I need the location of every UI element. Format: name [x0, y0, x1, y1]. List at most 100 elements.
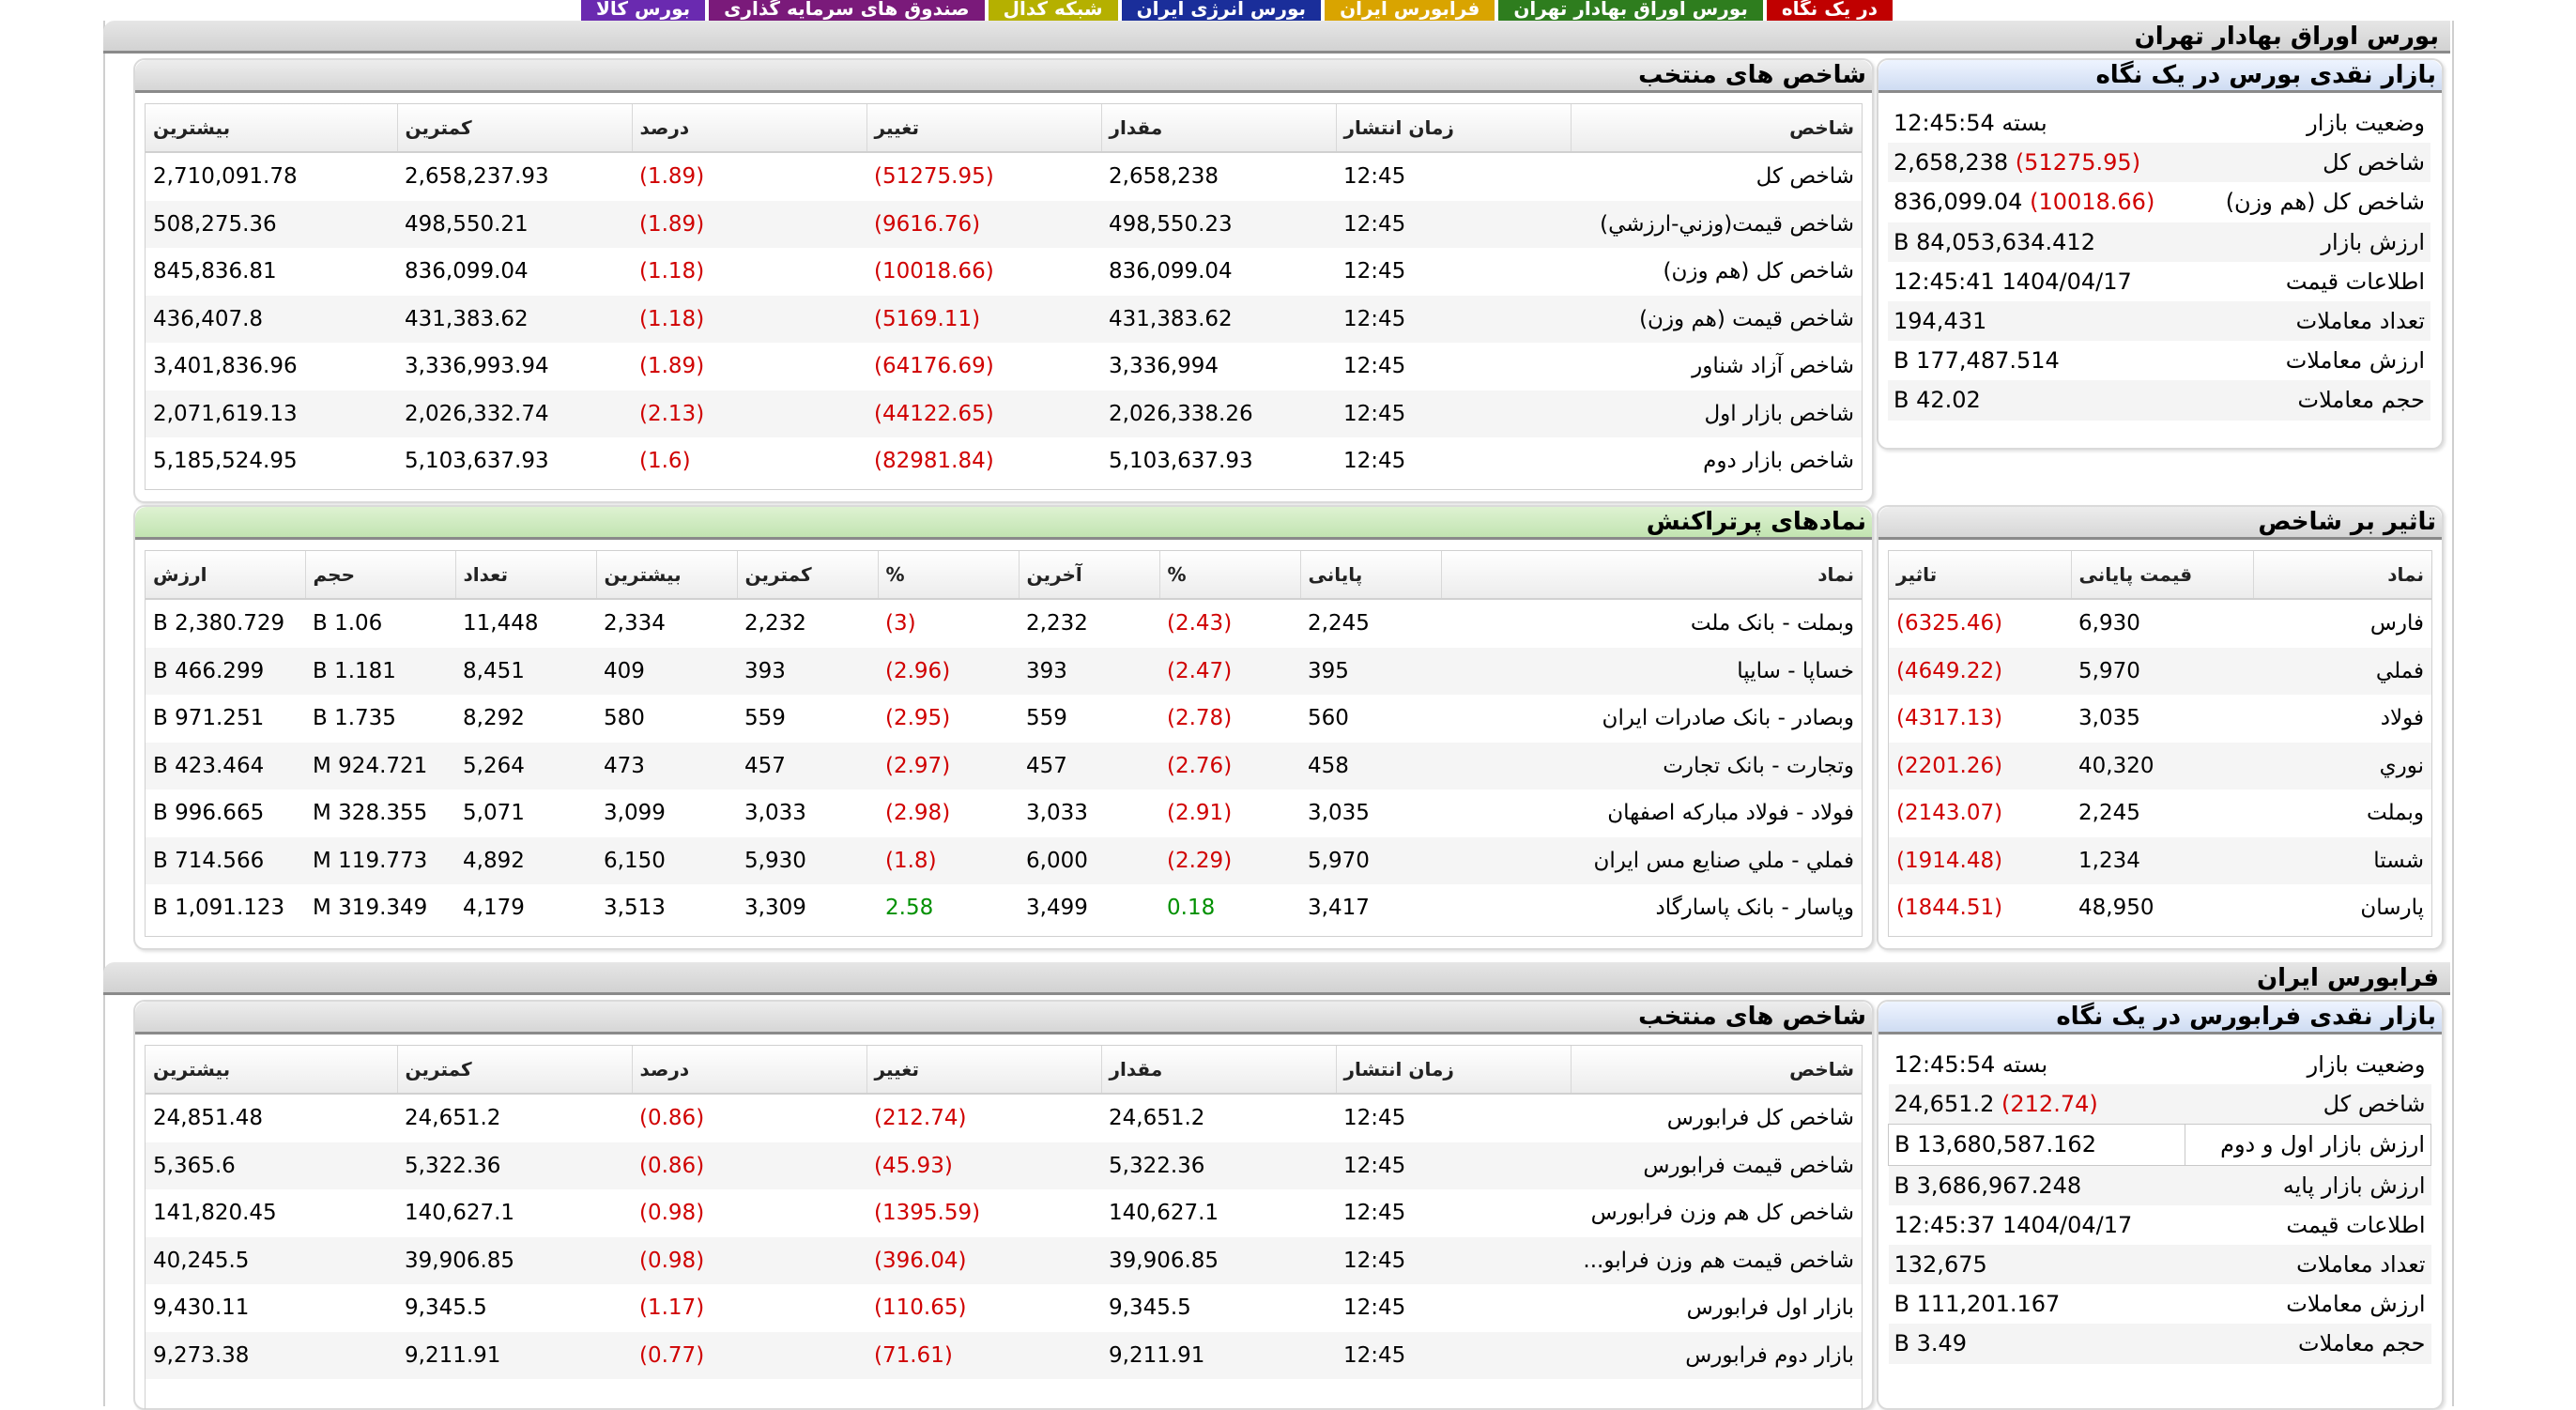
- row-name[interactable]: شاخص کل: [1756, 164, 1854, 190]
- column-header[interactable]: زمان انتشار: [1335, 104, 1571, 153]
- row-name[interactable]: وبملت - بانک ملت: [1690, 611, 1854, 636]
- table-row[interactable]: فولاد - فولاد مبارکه اصفهان 3,035 (2.91) 3,…: [146, 789, 1862, 837]
- column-header[interactable]: %: [1158, 551, 1300, 600]
- row-name[interactable]: شاخص کل هم وزن فرابورس: [1590, 1201, 1854, 1226]
- table-row[interactable]: بازار دوم فرابورس 12:45 9,211.91 (71.61) (0.…: [146, 1331, 1862, 1379]
- column-header[interactable]: مقدار: [1100, 104, 1336, 153]
- row-name[interactable]: خساپا - سايپا: [1441, 647, 1862, 695]
- column-header[interactable]: قیمت پایانی: [2070, 551, 2253, 600]
- table-row[interactable]: وبصادر - بانک صادرات ایران 560 (2.78) 559 (2…: [146, 695, 1862, 743]
- column-header[interactable]: شاخص: [1570, 1046, 1862, 1095]
- table-row[interactable]: شاخص آزاد شناور 12:45 3,336,994 (64176.69) (…: [146, 343, 1862, 391]
- row-name[interactable]: شاخص آزاد شناور: [1692, 354, 1854, 379]
- row-name[interactable]: وبملت: [2366, 801, 2424, 826]
- table-row[interactable]: فارس 6,930 (6325.46): [1889, 599, 2431, 648]
- row-name[interactable]: شاخص قیمت (هم وزن): [1571, 295, 1862, 343]
- row-name[interactable]: شستا: [2253, 836, 2431, 884]
- glance-label: وضعیت بازار: [2307, 110, 2425, 137]
- column-header[interactable]: تاثیر: [1889, 551, 2071, 600]
- column-header[interactable]: درصد: [631, 1046, 866, 1095]
- table-cell: (2.29): [1159, 836, 1300, 884]
- column-header[interactable]: نماد: [1440, 551, 1862, 600]
- top-tab[interactable]: بورس اوراق بهادار تهران: [1498, 0, 1763, 21]
- table-row[interactable]: فملي - ملي صنایع مس ایران 5,970 (2.29) 6,00…: [146, 836, 1862, 884]
- column-header[interactable]: مقدار: [1100, 1046, 1336, 1095]
- table-cell: 3,033: [744, 801, 806, 826]
- table-row[interactable]: شاخص قیمت(وزني-ارزشي) 12:45 498,550.23 (961…: [146, 200, 1862, 248]
- table-row[interactable]: خساپا - سايپا 395 (2.47) 393 (2.96) 393 409 8,4…: [146, 647, 1862, 695]
- column-header[interactable]: %: [877, 551, 1019, 600]
- row-name[interactable]: وتجارت - بانک تجارت: [1441, 742, 1862, 789]
- row-name[interactable]: شاخص بازار اول: [1571, 390, 1862, 437]
- column-header[interactable]: آخرین: [1018, 551, 1159, 600]
- row-name[interactable]: بازار اول فرابورس: [1686, 1295, 1854, 1321]
- row-name[interactable]: نوري: [2253, 742, 2431, 789]
- column-header[interactable]: کمترین: [736, 551, 878, 600]
- row-name[interactable]: شاخص کل فرابورس: [1666, 1106, 1854, 1131]
- row-name[interactable]: شاخص بازار دوم: [1703, 449, 1854, 474]
- table-row[interactable]: شاخص بازار دوم 12:45 5,103,637.93 (82981.84…: [146, 437, 1862, 485]
- table-row[interactable]: فملي 5,970 (4649.22): [1889, 647, 2431, 695]
- table-row[interactable]: وبملت 2,245 (2143.07): [1889, 789, 2431, 837]
- column-header[interactable]: حجم: [304, 551, 455, 600]
- table-row[interactable]: شاخص بازار اول 12:45 2,026,338.26 (44122.65…: [146, 390, 1862, 437]
- table-cell: (2201.26): [1889, 742, 2071, 789]
- column-header[interactable]: نماد: [2252, 551, 2431, 600]
- table-row[interactable]: شستا 1,234 (1914.48): [1889, 836, 2431, 884]
- table-row[interactable]: شاخص کل (هم وزن) 12:45 836,099.04 (10018.66…: [146, 248, 1862, 296]
- table-cell: 580: [604, 706, 645, 731]
- table-cell: 12:45: [1336, 1142, 1571, 1189]
- table-row[interactable]: وبملت - بانک ملت 2,245 (2.43) 2,232 (3) 2,232…: [146, 599, 1862, 648]
- top-tab[interactable]: در یک نگاه: [1766, 0, 1893, 21]
- row-name[interactable]: شاخص قیمت هم وزن فرابو...: [1571, 1236, 1862, 1284]
- row-name[interactable]: بازار دوم فرابورس: [1571, 1331, 1862, 1379]
- row-name[interactable]: وپاسار - بانک پاسارگاد: [1655, 896, 1854, 921]
- column-header[interactable]: بیشترین: [595, 551, 737, 600]
- table-row[interactable]: شاخص قیمت هم وزن فرابو... 12:45 39,906.85(…: [146, 1236, 1862, 1284]
- column-header[interactable]: تعداد: [454, 551, 596, 600]
- column-header[interactable]: زمان انتشار: [1335, 1046, 1571, 1095]
- row-name[interactable]: وبصادر - بانک صادرات ایران: [1602, 706, 1854, 731]
- column-header[interactable]: درصد: [631, 104, 866, 153]
- table-row[interactable]: بازار اول فرابورس 12:45 9,345.5 (110.65) (1.…: [146, 1284, 1862, 1332]
- table-cell: (45.93): [866, 1142, 1101, 1189]
- top-tab[interactable]: صندوق های سرمایه گذاری: [709, 0, 985, 21]
- row-name[interactable]: فولاد: [2380, 706, 2424, 731]
- table-cell: 12:45: [1336, 200, 1571, 248]
- column-header[interactable]: شاخص: [1570, 104, 1862, 153]
- column-header[interactable]: پایانی: [1299, 551, 1441, 600]
- top-tab[interactable]: شبکه کدال: [988, 0, 1118, 21]
- table-cell: 498,550.23: [1101, 200, 1336, 248]
- table-row[interactable]: شاخص قیمت فرابورس 12:45 5,322.36 (45.93) (0.…: [146, 1142, 1862, 1189]
- row-name[interactable]: فارس: [2369, 611, 2424, 636]
- top-tab[interactable]: فرابورس ایران: [1325, 0, 1495, 21]
- table-row[interactable]: پارسان 48,950 (1844.51): [1889, 884, 2431, 932]
- top-tab[interactable]: بورس کالا: [581, 0, 706, 21]
- table-row[interactable]: وپاسار - بانک پاسارگاد 3,417 0.18 3,499 2.58…: [146, 884, 1862, 932]
- table-row[interactable]: وتجارت - بانک تجارت 458 (2.76) 457 (2.97) 457…: [146, 742, 1862, 789]
- row-name[interactable]: فملي - ملي صنایع مس ایران: [1441, 836, 1862, 884]
- column-header[interactable]: بیشترین: [146, 104, 397, 153]
- column-header[interactable]: تغییر: [866, 104, 1101, 153]
- ifb-indices-header: شاخص های منتخب: [135, 1002, 1872, 1035]
- table-cell: 431,383.62: [397, 295, 632, 343]
- top-tab[interactable]: بورس انرژی ایران: [1121, 0, 1322, 21]
- column-header[interactable]: ارزش: [146, 551, 305, 600]
- row-name[interactable]: شاخص قیمت(وزني-ارزشي): [1571, 200, 1862, 248]
- table-cell: 2,245: [2078, 801, 2140, 826]
- table-row[interactable]: فولاد 3,035 (4317.13): [1889, 695, 2431, 743]
- column-header[interactable]: تغییر: [866, 1046, 1101, 1095]
- table-row[interactable]: شاخص کل فرابورس 12:45 24,651.2 (212.74) (0.8…: [146, 1094, 1862, 1142]
- row-name[interactable]: فملي: [2253, 647, 2431, 695]
- row-name[interactable]: پارسان: [2360, 896, 2424, 921]
- column-header[interactable]: بیشترین: [146, 1046, 397, 1095]
- column-header[interactable]: کمترین: [396, 1046, 632, 1095]
- table-row[interactable]: نوري 40,320 (2201.26): [1889, 742, 2431, 789]
- table-row[interactable]: شاخص کل 12:45 2,658,238 (51275.95) (1.89) 2,6…: [146, 152, 1862, 201]
- table-row[interactable]: شاخص قیمت (هم وزن) 12:45 431,383.62 (5169.1…: [146, 295, 1862, 343]
- row-name[interactable]: شاخص قیمت فرابورس: [1571, 1142, 1862, 1189]
- table-row[interactable]: شاخص کل هم وزن فرابورس 12:45 140,627.1 (139…: [146, 1189, 1862, 1237]
- column-header[interactable]: کمترین: [396, 104, 632, 153]
- row-name[interactable]: شاخص کل (هم وزن): [1663, 259, 1854, 284]
- row-name[interactable]: فولاد - فولاد مبارکه اصفهان: [1607, 801, 1854, 826]
